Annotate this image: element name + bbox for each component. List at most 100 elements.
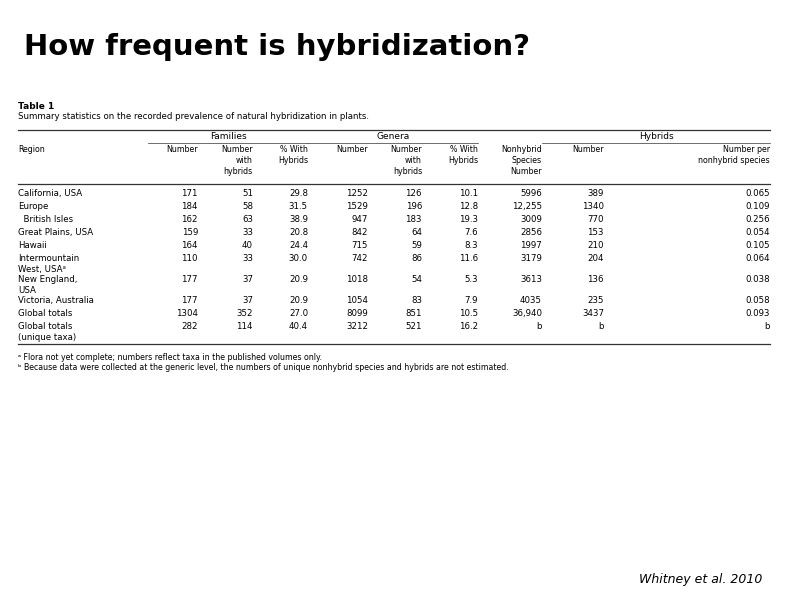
Text: 3437: 3437 <box>582 309 604 318</box>
Text: 51: 51 <box>242 189 253 198</box>
Text: How frequent is hybridization?: How frequent is hybridization? <box>24 33 530 61</box>
Text: California, USA: California, USA <box>18 189 82 198</box>
Text: 159: 159 <box>182 228 198 237</box>
Text: Number per
nonhybrid species: Number per nonhybrid species <box>699 145 770 165</box>
Text: 947: 947 <box>352 215 368 224</box>
Text: b: b <box>537 322 542 331</box>
Text: 770: 770 <box>588 215 604 224</box>
Text: 83: 83 <box>411 296 422 305</box>
Text: 63: 63 <box>242 215 253 224</box>
Text: b: b <box>765 322 770 331</box>
Text: 3179: 3179 <box>520 254 542 263</box>
Text: 29.8: 29.8 <box>289 189 308 198</box>
Text: 5996: 5996 <box>520 189 542 198</box>
Text: 33: 33 <box>242 228 253 237</box>
Text: ᵇ Because data were collected at the generic level, the numbers of unique nonhyb: ᵇ Because data were collected at the gen… <box>18 363 509 372</box>
Text: 742: 742 <box>352 254 368 263</box>
Text: 58: 58 <box>242 202 253 211</box>
Text: 0.256: 0.256 <box>746 215 770 224</box>
Text: 31.5: 31.5 <box>289 202 308 211</box>
Text: 59: 59 <box>411 241 422 250</box>
Text: 2856: 2856 <box>520 228 542 237</box>
Text: b: b <box>599 322 604 331</box>
Text: 0.093: 0.093 <box>746 309 770 318</box>
Text: 114: 114 <box>237 322 253 331</box>
Text: 196: 196 <box>406 202 422 211</box>
Text: 7.9: 7.9 <box>464 296 478 305</box>
Text: Global totals: Global totals <box>18 309 72 318</box>
Text: Families: Families <box>210 132 246 141</box>
Text: 10.1: 10.1 <box>459 189 478 198</box>
Text: Number: Number <box>167 145 198 154</box>
Text: 20.8: 20.8 <box>289 228 308 237</box>
Text: 27.0: 27.0 <box>289 309 308 318</box>
Text: 1252: 1252 <box>346 189 368 198</box>
Text: 0.105: 0.105 <box>746 241 770 250</box>
Text: 1340: 1340 <box>582 202 604 211</box>
Text: 842: 842 <box>352 228 368 237</box>
Text: % With
Hybrids: % With Hybrids <box>448 145 478 165</box>
Text: 38.9: 38.9 <box>289 215 308 224</box>
Text: 24.4: 24.4 <box>289 241 308 250</box>
Text: 8099: 8099 <box>346 309 368 318</box>
Text: 235: 235 <box>588 296 604 305</box>
Text: 521: 521 <box>406 322 422 331</box>
Text: Number
with
hybrids: Number with hybrids <box>391 145 422 177</box>
Text: Hawaii: Hawaii <box>18 241 47 250</box>
Text: 204: 204 <box>588 254 604 263</box>
Text: Whitney et al. 2010: Whitney et al. 2010 <box>638 573 762 586</box>
Text: 162: 162 <box>182 215 198 224</box>
Text: 0.054: 0.054 <box>746 228 770 237</box>
Text: 40: 40 <box>242 241 253 250</box>
Text: 0.064: 0.064 <box>746 254 770 263</box>
Text: Region: Region <box>18 145 44 154</box>
Text: 3009: 3009 <box>520 215 542 224</box>
Text: Number: Number <box>337 145 368 154</box>
Text: Global totals
(unique taxa): Global totals (unique taxa) <box>18 322 76 342</box>
Text: 36,940: 36,940 <box>512 309 542 318</box>
Text: Summary statistics on the recorded prevalence of natural hybridization in plants: Summary statistics on the recorded preva… <box>18 112 369 121</box>
Text: 282: 282 <box>182 322 198 331</box>
Text: 8.3: 8.3 <box>464 241 478 250</box>
Text: 20.9: 20.9 <box>289 275 308 284</box>
Text: 389: 389 <box>588 189 604 198</box>
Text: Intermountain
West, USAᵃ: Intermountain West, USAᵃ <box>18 254 79 274</box>
Text: 715: 715 <box>352 241 368 250</box>
Text: 171: 171 <box>182 189 198 198</box>
Text: 86: 86 <box>411 254 422 263</box>
Text: 40.4: 40.4 <box>289 322 308 331</box>
Text: New England,
USA: New England, USA <box>18 275 77 295</box>
Text: 1529: 1529 <box>346 202 368 211</box>
Text: 0.109: 0.109 <box>746 202 770 211</box>
Text: 210: 210 <box>588 241 604 250</box>
Text: 37: 37 <box>242 296 253 305</box>
Text: 164: 164 <box>182 241 198 250</box>
Text: % With
Hybrids: % With Hybrids <box>278 145 308 165</box>
Text: 33: 33 <box>242 254 253 263</box>
Text: Great Plains, USA: Great Plains, USA <box>18 228 93 237</box>
Text: 183: 183 <box>406 215 422 224</box>
Text: 12,255: 12,255 <box>512 202 542 211</box>
Text: 1304: 1304 <box>176 309 198 318</box>
Text: 7.6: 7.6 <box>464 228 478 237</box>
Text: 4035: 4035 <box>520 296 542 305</box>
Text: ᵃ Flora not yet complete; numbers reflect taxa in the published volumes only.: ᵃ Flora not yet complete; numbers reflec… <box>18 353 322 362</box>
Text: 352: 352 <box>237 309 253 318</box>
Text: 3613: 3613 <box>520 275 542 284</box>
Text: Table 1: Table 1 <box>18 102 54 111</box>
Text: 184: 184 <box>182 202 198 211</box>
Text: 0.058: 0.058 <box>746 296 770 305</box>
Text: 54: 54 <box>411 275 422 284</box>
Text: Victoria, Australia: Victoria, Australia <box>18 296 94 305</box>
Text: 12.8: 12.8 <box>459 202 478 211</box>
Text: 110: 110 <box>182 254 198 263</box>
Text: 3212: 3212 <box>346 322 368 331</box>
Text: 64: 64 <box>411 228 422 237</box>
Text: 0.038: 0.038 <box>746 275 770 284</box>
Text: 11.6: 11.6 <box>459 254 478 263</box>
Text: Number: Number <box>572 145 604 154</box>
Text: 19.3: 19.3 <box>459 215 478 224</box>
Text: 177: 177 <box>182 296 198 305</box>
Text: Number
with
hybrids: Number with hybrids <box>222 145 253 177</box>
Text: 10.5: 10.5 <box>459 309 478 318</box>
